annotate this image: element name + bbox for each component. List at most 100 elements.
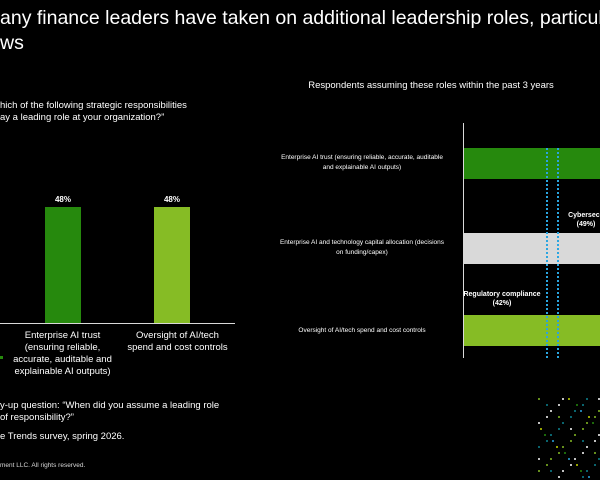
callout-regulatory-compliance-value: (42%)	[492, 300, 512, 307]
decorative-dot	[576, 464, 578, 466]
page-title: any finance leaders have taken on additi…	[0, 6, 600, 56]
page-title-line-1: any finance leaders have taken on additi…	[0, 7, 600, 29]
decorative-dot	[562, 470, 564, 472]
right-category-label-2: Enterprise AI and technology capital all…	[264, 238, 460, 257]
decorative-dot	[558, 404, 560, 406]
legend-marker	[0, 356, 3, 359]
reference-line-regulatory-compliance	[546, 148, 548, 358]
left-bar-1	[45, 207, 81, 323]
decorative-dot	[580, 410, 582, 412]
decorative-dot	[576, 404, 578, 406]
left-category-label-1: Enterprise AI trust (ensuring reliable, …	[0, 330, 125, 378]
decorative-dot	[586, 422, 588, 424]
right-category-label-1: Enterprise AI trust (ensuring reliable, …	[264, 153, 460, 172]
decorative-dot-pattern	[538, 398, 600, 478]
decorative-dot	[538, 422, 540, 424]
decorative-dot	[570, 416, 572, 418]
callout-cybersecurity: Cybersecu (49%)	[556, 211, 600, 229]
left-category-2-line-1: Oversight of AI/tech	[136, 330, 219, 341]
right-chart-title: Respondents assuming these roles within …	[308, 80, 554, 91]
decorative-dot	[582, 440, 584, 442]
right-category-2-line-1: Enterprise AI and technology capital all…	[279, 239, 445, 246]
decorative-dot	[570, 428, 572, 430]
decorative-dot	[594, 464, 596, 466]
decorative-dot	[544, 434, 546, 436]
callout-cybersecurity-value: (49%)	[576, 221, 596, 228]
left-category-1-line-3: accurate, auditable and	[13, 354, 112, 365]
source-note: e Trends survey, spring 2026.	[0, 431, 125, 442]
decorative-dot	[556, 446, 558, 448]
decorative-dot	[582, 428, 584, 430]
decorative-dot	[546, 404, 548, 406]
footnote: y-up question: “When did you assume a le…	[0, 400, 219, 424]
left-bar-2-value-label: 48%	[163, 195, 180, 204]
decorative-dot	[588, 476, 590, 478]
decorative-dot	[564, 452, 566, 454]
callout-regulatory-compliance: Regulatory compliance (42%)	[452, 290, 552, 308]
footnote-line-1: y-up question: “When did you assume a le…	[0, 400, 220, 411]
decorative-dot	[550, 434, 552, 436]
decorative-dot	[538, 446, 540, 448]
survey-question-line-2: ay a leading role at your organization?”	[0, 112, 165, 123]
left-category-1-line-2: (ensuring reliable,	[24, 342, 101, 353]
decorative-dot	[558, 428, 560, 430]
decorative-dot	[552, 440, 554, 442]
right-chart-y-axis	[463, 123, 464, 358]
decorative-dot	[558, 416, 560, 418]
decorative-dot	[568, 398, 570, 400]
decorative-dot	[546, 416, 548, 418]
left-chart-x-axis	[0, 323, 235, 324]
right-bar-2	[464, 233, 600, 264]
decorative-dot	[562, 446, 564, 448]
decorative-dot	[580, 470, 582, 472]
decorative-dot	[550, 410, 552, 412]
decorative-dot	[546, 464, 548, 466]
decorative-dot	[558, 476, 560, 478]
right-category-1-line-2: and explainable AI outputs)	[322, 163, 402, 171]
decorative-dot	[570, 440, 572, 442]
decorative-dot	[588, 416, 590, 418]
decorative-dot	[586, 398, 588, 400]
reference-line-cybersecurity	[557, 148, 559, 358]
left-bar-1-value-label: 48%	[54, 195, 71, 204]
decorative-dot	[546, 440, 548, 442]
left-category-1-line-4: explainable AI outputs)	[14, 366, 111, 377]
right-category-3-line-1: Oversight of AI/tech spend and cost cont…	[298, 327, 426, 334]
right-bar-1	[464, 148, 600, 179]
right-bar-3	[464, 315, 600, 346]
decorative-dot	[592, 422, 594, 424]
decorative-dot	[538, 470, 540, 472]
left-category-2-line-2: spend and cost controls	[127, 342, 228, 353]
copyright-text: ment LLC. All rights reserved.	[0, 462, 86, 469]
decorative-dot	[562, 398, 564, 400]
survey-question-line-1: hich of the following strategic responsi…	[0, 100, 187, 111]
decorative-dot	[594, 452, 596, 454]
decorative-dot	[586, 446, 588, 448]
page-title-line-2: ws	[0, 32, 24, 54]
decorative-dot	[538, 398, 540, 400]
decorative-dot	[540, 428, 542, 430]
decorative-dot	[558, 452, 560, 454]
decorative-dot	[562, 422, 564, 424]
right-category-1-line-1: Enterprise AI trust (ensuring reliable, …	[281, 154, 443, 161]
left-bar-chart: 48% 48% Enterprise AI trust (ensuring re…	[0, 150, 250, 380]
left-category-1-line-1: Enterprise AI trust	[24, 330, 101, 341]
decorative-dot	[550, 470, 552, 472]
decorative-dot	[574, 410, 576, 412]
callout-regulatory-compliance-name: Regulatory compliance	[463, 291, 541, 298]
decorative-dot	[582, 476, 584, 478]
decorative-dot	[574, 458, 576, 460]
decorative-dot	[586, 470, 588, 472]
left-bar-2	[154, 207, 190, 323]
decorative-dot	[550, 458, 552, 460]
decorative-dot	[582, 452, 584, 454]
decorative-dot	[538, 458, 540, 460]
survey-question: hich of the following strategic responsi…	[0, 100, 187, 124]
decorative-dot	[594, 440, 596, 442]
decorative-dot	[574, 434, 576, 436]
decorative-dot	[568, 458, 570, 460]
left-category-label-2: Oversight of AI/tech spend and cost cont…	[115, 330, 240, 354]
callout-cybersecurity-name: Cybersecu	[568, 212, 600, 219]
right-bar-chart: Enterprise AI trust (ensuring reliable, …	[262, 118, 600, 363]
decorative-dot	[582, 404, 584, 406]
